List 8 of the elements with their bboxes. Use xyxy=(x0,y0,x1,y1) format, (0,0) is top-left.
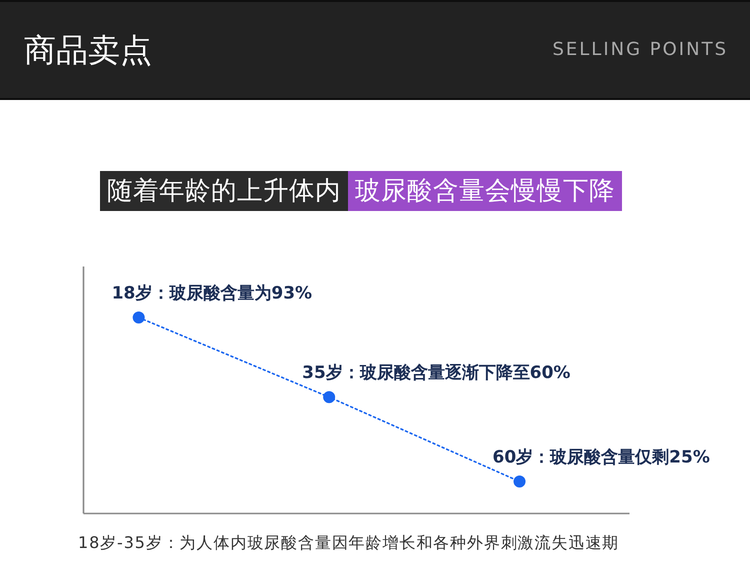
chart-subtitle: 玻尿酸含量会慢慢下降 xyxy=(348,171,622,211)
data-label: 35岁：玻尿酸含量逐渐下降至60% xyxy=(302,363,570,384)
chart-title: 随着年龄的上升体内 xyxy=(100,171,348,211)
text: 商品卖点 xyxy=(24,30,152,70)
data-label: 60岁：玻尿酸含量仅剩25% xyxy=(492,448,710,468)
text: SELLING POINTS xyxy=(552,39,728,61)
text: 18岁-35岁：为人体内玻尿酸含量因年龄增长和各种外界刺激流失迅速期 xyxy=(78,532,620,554)
data-label: 18岁：玻尿酸含量为93% xyxy=(112,284,312,304)
